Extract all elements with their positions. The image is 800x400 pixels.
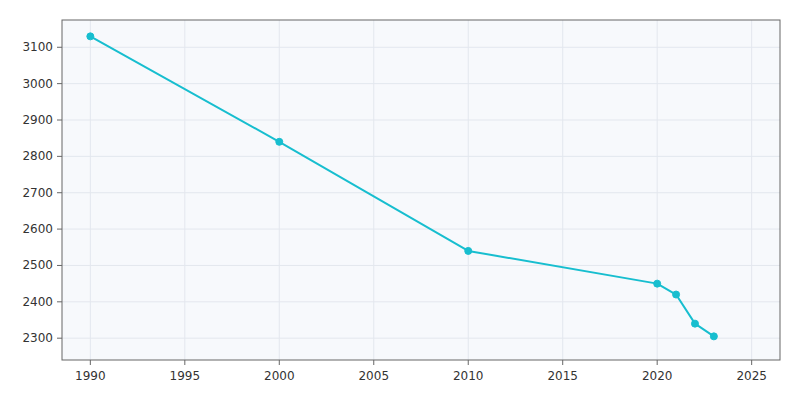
x-tick (657, 360, 658, 365)
point (691, 320, 698, 327)
point (654, 280, 661, 287)
x-tick-label: 2010 (453, 369, 484, 383)
axes: 1990 1995 2000 2005 2010 2015 2020 2025 2300 2400… (22, 40, 766, 383)
x-tick (90, 360, 91, 365)
grid (62, 20, 780, 360)
y-grid-line (62, 229, 780, 230)
x-tick (562, 360, 563, 365)
y-tick-label: 2800 (22, 149, 53, 163)
x-grid-line (468, 20, 469, 360)
x-grid-line (657, 20, 658, 360)
x-tick-label: 2000 (264, 369, 295, 383)
y-tick (57, 338, 62, 339)
y-tick (57, 229, 62, 230)
y-grid-line (62, 338, 780, 339)
data-layer (87, 33, 718, 340)
x-grid-line (90, 20, 91, 360)
y-tick-label: 2600 (22, 222, 53, 236)
y-tick (57, 83, 62, 84)
x-tick (279, 360, 280, 365)
x-grid-line (562, 20, 563, 360)
point (710, 333, 717, 340)
x-grid-line (184, 20, 185, 360)
y-grid-line (62, 192, 780, 193)
page: {"chart_data": {"type": "line", "x": [19… (0, 0, 800, 400)
y-tick-label: 2900 (22, 113, 53, 127)
x-tick-label: 2005 (358, 369, 389, 383)
x-tick (373, 360, 374, 365)
x-tick-label: 1995 (170, 369, 201, 383)
chart: 1990 1995 2000 2005 2010 2015 2020 2025 2300 2400… (0, 0, 800, 400)
x-tick-label: 1990 (75, 369, 106, 383)
y-tick (57, 301, 62, 302)
chart-container: 1990 1995 2000 2005 2010 2015 2020 2025 2300 2400… (0, 0, 800, 400)
x-tick (184, 360, 185, 365)
point (87, 33, 94, 40)
y-tick-label: 2500 (22, 258, 53, 272)
x-tick-label: 2015 (547, 369, 578, 383)
x-tick-label: 2025 (736, 369, 767, 383)
y-grid-line (62, 83, 780, 84)
point (465, 247, 472, 254)
point (673, 291, 680, 298)
x-grid-line (751, 20, 752, 360)
y-grid-line (62, 47, 780, 48)
plot-background (62, 20, 780, 360)
y-grid-line (62, 156, 780, 157)
plot-frame (62, 20, 780, 360)
x-tick (751, 360, 752, 365)
y-tick (57, 156, 62, 157)
y-tick-label: 2400 (22, 295, 53, 309)
y-tick-label: 3000 (22, 77, 53, 91)
point (276, 138, 283, 145)
x-tick (468, 360, 469, 365)
y-tick-label: 2700 (22, 186, 53, 200)
y-tick-label: 2300 (22, 331, 53, 345)
x-tick-label: 2020 (642, 369, 673, 383)
y-tick-label: 3100 (22, 40, 53, 54)
y-tick (57, 120, 62, 121)
y-tick (57, 265, 62, 266)
y-tick (57, 192, 62, 193)
x-grid-line (373, 20, 374, 360)
x-grid-line (279, 20, 280, 360)
y-grid-line (62, 265, 780, 266)
y-grid-line (62, 301, 780, 302)
line (90, 36, 714, 336)
y-tick (57, 47, 62, 48)
y-grid-line (62, 120, 780, 121)
